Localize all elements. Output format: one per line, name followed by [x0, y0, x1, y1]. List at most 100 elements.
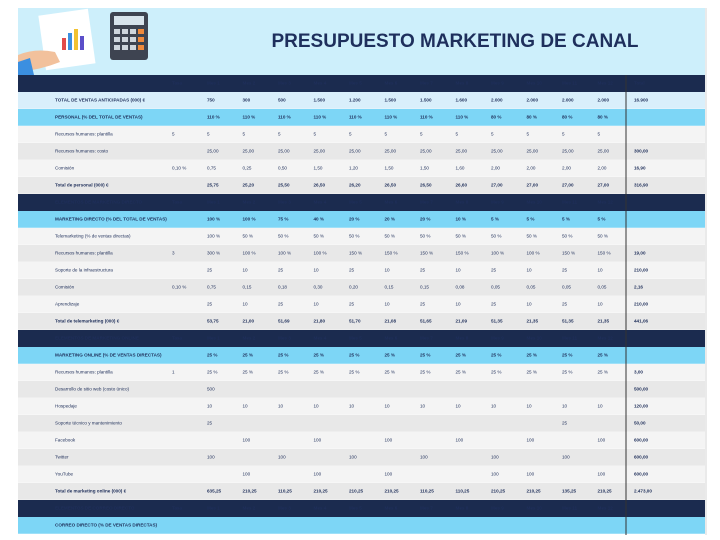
cell: Mes 2 [243, 506, 256, 511]
cell: Mes 1 [207, 506, 220, 511]
row-label: Total de personal (000) € [55, 183, 109, 188]
cell: 25 % [456, 353, 466, 358]
row-label: ELEMENTOS DE MARKETING ONLINE [55, 336, 139, 341]
table-row [18, 126, 705, 143]
cell: 5 % [527, 217, 535, 222]
cell: 5 [207, 132, 210, 137]
cell: Mes 5 [349, 506, 362, 511]
cell: Mes 3 [278, 81, 291, 86]
cell: 110,25 [456, 489, 470, 494]
cell: 210,25 [349, 489, 363, 494]
cell: 1,60 [456, 166, 465, 171]
cell: Mes 11 [562, 336, 578, 341]
cell: 50 % [243, 234, 253, 239]
cell: 25 % [385, 353, 395, 358]
cell: 1,20 [349, 166, 358, 171]
cell: 0,15 [385, 285, 394, 290]
cell: Tasa [172, 506, 183, 511]
cell: 25,00 [278, 149, 290, 154]
cell: 100 % [207, 234, 220, 239]
cell: 100 [314, 438, 322, 443]
cell: 100 [278, 455, 286, 460]
table-row [18, 245, 705, 262]
cell: 27,00 [527, 183, 539, 188]
cell: 10 [456, 302, 462, 307]
cell: Mes 8 [456, 200, 469, 205]
cell: 100 % [527, 251, 540, 256]
row-label: Recursos humanos: plantilla [55, 370, 113, 375]
cell: 635,25 [207, 489, 221, 494]
cell: 51,70 [349, 319, 361, 324]
cell: 10 [598, 404, 604, 409]
cell: Mes 10 [527, 506, 543, 511]
cell: 25 [562, 302, 568, 307]
cell: 25 [349, 268, 355, 273]
cell: 3,00 [634, 370, 643, 375]
cell: Mes 6 [385, 336, 398, 341]
table-row [18, 347, 705, 364]
cell: 100 [385, 438, 393, 443]
cell: 100 [385, 472, 393, 477]
cell: 51,35 [562, 319, 574, 324]
cell: 210,25 [598, 489, 612, 494]
cell: 0,18 [278, 285, 287, 290]
cell: 1.500 [385, 98, 397, 103]
cell: 500,00 [634, 387, 648, 392]
cell: 10 [456, 404, 462, 409]
cell: 26,60 [456, 183, 468, 188]
cell: 2.000 [491, 98, 503, 103]
cell: 10 [243, 302, 249, 307]
cell: 5 [278, 132, 281, 137]
cell: 25,00 [420, 149, 432, 154]
cell: 600,00 [634, 438, 648, 443]
cell: Mes 3 [278, 506, 291, 511]
cell: 100 [243, 472, 251, 477]
illustration [18, 8, 148, 75]
cell: 210,25 [243, 489, 257, 494]
cell: 25 [562, 421, 568, 426]
cell: 75 % [278, 217, 288, 222]
cell: 2.000 [527, 98, 539, 103]
cell: 110 % [385, 115, 398, 120]
cell: 1.600 [456, 98, 468, 103]
cell: Mes 3 [278, 336, 291, 341]
cell: 5 [420, 132, 423, 137]
cell: Mes 11 [562, 81, 578, 86]
row-label: Aprendizaje [55, 302, 80, 307]
cell: 20 % [420, 217, 430, 222]
cell: Mes 9 [491, 336, 504, 341]
cell: 80 % [598, 115, 608, 120]
cell: 500 [207, 387, 215, 392]
table-row [18, 517, 705, 534]
cell: 5 % [491, 217, 499, 222]
cell: 441,06 [634, 319, 648, 324]
cell: 53,75 [207, 319, 219, 324]
cell: 5 [385, 132, 388, 137]
row-label: CORREO DIRECTO (% DE VENTAS DIRECTAS) [55, 523, 158, 528]
cell: 100 % [207, 217, 220, 222]
cell: 5 [314, 132, 317, 137]
cell: 25,50 [278, 183, 290, 188]
table-row [18, 330, 705, 347]
cell: 10 [491, 404, 497, 409]
cell: 25 [420, 268, 426, 273]
table-row [18, 398, 705, 415]
row-label: Hospedaje [55, 404, 77, 409]
cell: 150 % [562, 251, 575, 256]
cell: 25 % [278, 353, 288, 358]
cell: Mes 5 [349, 336, 362, 341]
cell: 50 % [491, 234, 501, 239]
cell: 3 [172, 251, 175, 256]
cell: 100 [349, 455, 357, 460]
cell: Mes 9 [491, 200, 504, 205]
cell: 0,05 [527, 285, 536, 290]
cell: 25 % [562, 370, 572, 375]
cell: 50 % [349, 234, 359, 239]
cell: 2,00 [598, 166, 607, 171]
cell: 25 % [598, 370, 608, 375]
cell: 110 % [349, 115, 362, 120]
cell: 50 % [278, 234, 288, 239]
cell: Mes 8 [456, 506, 469, 511]
cell: Mes 3 [278, 200, 291, 205]
row-label: Total de telemarketing (000) € [55, 319, 120, 324]
